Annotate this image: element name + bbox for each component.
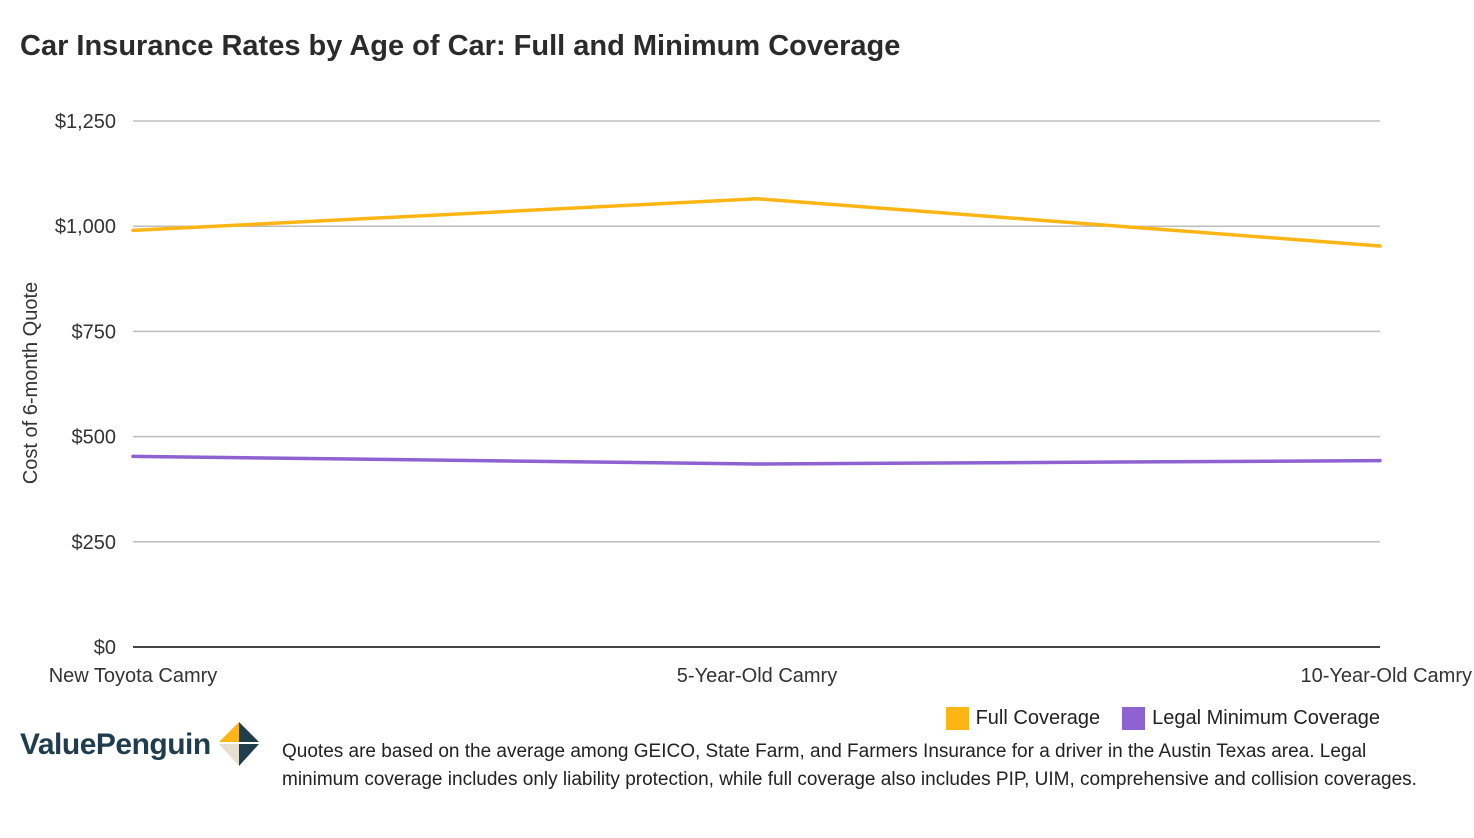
legend-swatch-legal-minimum <box>1122 707 1146 730</box>
data-point <box>755 197 759 201</box>
brand-logo: ValuePenguin <box>20 722 265 768</box>
data-point <box>131 228 135 233</box>
legend-label: Full Coverage <box>975 707 1101 729</box>
legend-swatch-full-coverage <box>945 707 969 730</box>
line-chart: $0 $250 $500 $750 $1,000 $1,250 New Toyota Ca… <box>20 111 1472 687</box>
legend-item-full-coverage: Full Coverage <box>945 707 1101 730</box>
y-tick-label: $750 <box>72 321 117 343</box>
gridlines <box>133 120 1380 648</box>
y-axis-label: Cost of 6-month Quote <box>20 282 42 484</box>
x-tick-label: 5-Year-Old Camry <box>677 665 837 687</box>
footnote: Quotes are based on the average among GE… <box>282 741 1417 790</box>
chart-title: Car Insurance Rates by Age of Car: Full … <box>20 30 901 62</box>
data-point <box>1378 458 1382 463</box>
y-tick-label: $1,000 <box>55 216 116 238</box>
data-point <box>755 462 759 466</box>
series-lines <box>131 197 1382 466</box>
legend-label: Legal Minimum Coverage <box>1152 707 1380 729</box>
valuepenguin-logo-icon <box>218 722 259 766</box>
series-line-full-coverage <box>132 197 1381 248</box>
x-tick-label: New Toyota Camry <box>49 665 218 687</box>
y-tick-label: $250 <box>72 532 117 554</box>
x-tick-label: 10-Year-Old Camry <box>1300 665 1472 687</box>
y-tick-label: $0 <box>94 637 116 659</box>
brand-name: ValuePenguin <box>20 728 211 761</box>
y-tick-label: $1,250 <box>55 111 116 133</box>
data-point <box>1378 244 1382 248</box>
y-tick-label: $500 <box>72 427 117 449</box>
data-point <box>131 454 135 459</box>
y-axis-ticks: $0 $250 $500 $750 $1,000 $1,250 <box>55 111 116 659</box>
legend: Full Coverage Legal Minimum Coverage <box>945 707 1380 730</box>
x-axis-ticks: New Toyota Camry 5-Year-Old Camry 10-Year-… <box>49 665 1472 687</box>
legend-item-legal-minimum: Legal Minimum Coverage <box>1122 707 1380 730</box>
